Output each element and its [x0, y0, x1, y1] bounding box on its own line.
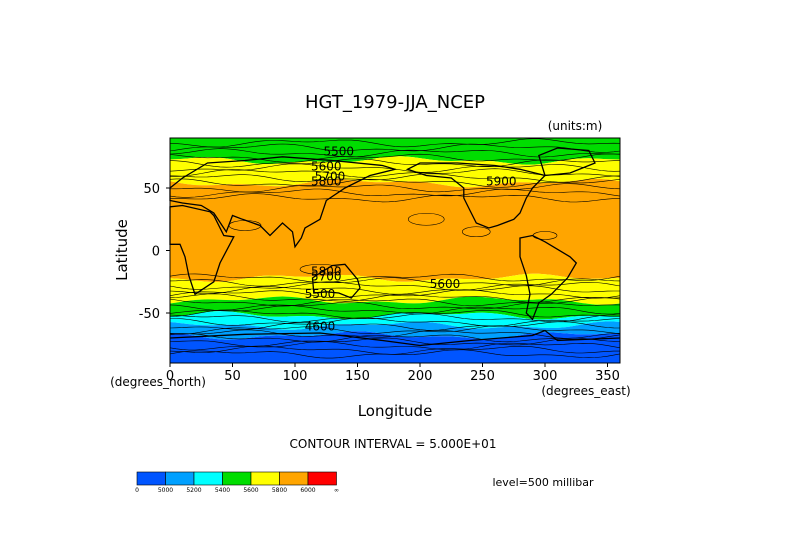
contour-line — [169, 277, 621, 287]
x-tick-label: 100 — [283, 369, 308, 384]
contour-line — [169, 337, 621, 347]
contour-line — [169, 349, 621, 359]
y-units-label: (degrees_north) — [110, 375, 206, 389]
x-tick-label: 350 — [595, 369, 620, 384]
units-label: (units:m) — [548, 119, 603, 133]
contour-label: 5700 — [311, 270, 342, 284]
x-tick-label: 50 — [224, 369, 241, 384]
legend-swatch — [279, 471, 309, 486]
contour-line — [169, 293, 621, 303]
band-5600-5800 — [170, 156, 620, 188]
contour-label: 5600 — [430, 277, 461, 291]
contour-line — [170, 317, 621, 327]
legend-tick-label: 5200 — [186, 487, 201, 494]
australia-coast — [311, 263, 361, 299]
contour-label: 5500 — [305, 287, 336, 301]
legend-swatch — [250, 471, 280, 486]
contour-line — [169, 329, 621, 339]
legend-swatch — [307, 471, 337, 486]
legend-swatch — [222, 471, 252, 486]
legend-swatch — [165, 471, 195, 486]
contour-line — [461, 226, 491, 238]
level-text: level=500 millibar — [492, 476, 594, 489]
contour-line — [169, 297, 621, 307]
contour-line — [169, 313, 621, 323]
contour-label: 5800 — [311, 175, 342, 189]
x-units-label: (degrees_east) — [541, 384, 630, 398]
contour-label: 5700 — [315, 170, 346, 184]
color-legend: 0 5000 5200 5400 5600 5800 6000 ∞ — [135, 471, 339, 494]
contour-line — [169, 321, 621, 331]
legend-tick-label: 6000 — [300, 487, 315, 494]
contour-line — [169, 153, 621, 163]
contour-line — [169, 289, 621, 299]
legend-tick-label: 5000 — [158, 487, 173, 494]
contour-line — [169, 148, 620, 158]
band-5400-5600 — [170, 138, 620, 165]
legend-swatch — [136, 471, 166, 486]
contour-label: 4600 — [305, 320, 336, 334]
contour-line — [169, 309, 620, 319]
contour-line — [169, 305, 621, 315]
contour-line — [169, 143, 621, 153]
contour-label: 5500 — [323, 145, 354, 159]
legend-tick-label: 5800 — [272, 487, 287, 494]
legend-tick-label: 0 — [135, 487, 139, 494]
y-axis-ticks: 50 0 -50 — [139, 182, 170, 322]
contour-label: 5600 — [311, 160, 342, 174]
y-tick-label: 0 — [152, 245, 160, 260]
contour-line — [169, 273, 621, 283]
x-tick-label: 300 — [533, 369, 558, 384]
contour-line — [169, 138, 621, 148]
north-america-coast — [405, 162, 547, 229]
coastlines — [169, 147, 621, 347]
antarctica-coast — [169, 329, 621, 347]
contour-line — [169, 333, 621, 343]
contour-line — [169, 281, 621, 291]
y-axis-label: Latitude — [113, 219, 131, 281]
legend-swatch — [193, 471, 223, 486]
south-america-coast — [519, 234, 578, 321]
y-tick-label: 50 — [143, 182, 160, 197]
x-tick-label: 0 — [166, 369, 174, 384]
legend-tick-label: 5400 — [215, 487, 230, 494]
contour-line — [169, 158, 621, 168]
contour-line — [407, 212, 445, 226]
greenland-coast — [538, 147, 596, 177]
contour-line — [169, 178, 621, 188]
contour-label: 5900 — [486, 175, 517, 189]
contour-line — [169, 301, 621, 311]
legend-tick-label: ∞ — [334, 487, 339, 494]
contour-line — [299, 263, 341, 275]
band-5800-6000 — [170, 178, 620, 283]
contour-line — [169, 285, 620, 295]
x-tick-label: 200 — [408, 369, 433, 384]
legend-tick-label: 5600 — [243, 487, 258, 494]
band-5600-5800 — [170, 273, 620, 305]
chart-title: HGT_1979-JJA_NCEP — [305, 92, 485, 113]
contour-line — [169, 173, 621, 183]
contour-label: 5800 — [311, 265, 342, 279]
x-axis-label: Longitude — [358, 402, 433, 420]
contour-line — [169, 341, 621, 351]
x-tick-label: 250 — [470, 369, 495, 384]
x-tick-label: 150 — [345, 369, 370, 384]
contour-line — [170, 193, 621, 203]
contour-line — [169, 188, 621, 198]
contour-interval-text: CONTOUR INTERVAL = 5.000E+01 — [290, 437, 497, 451]
x-axis-ticks: 0 50 100 150 200 250 300 350 — [166, 363, 620, 384]
y-tick-label: -50 — [139, 307, 160, 322]
band-5000-5200 — [170, 321, 620, 340]
filled-contour-bands — [170, 138, 620, 363]
europe-asia-coast — [169, 156, 398, 249]
africa-coast — [169, 204, 235, 296]
